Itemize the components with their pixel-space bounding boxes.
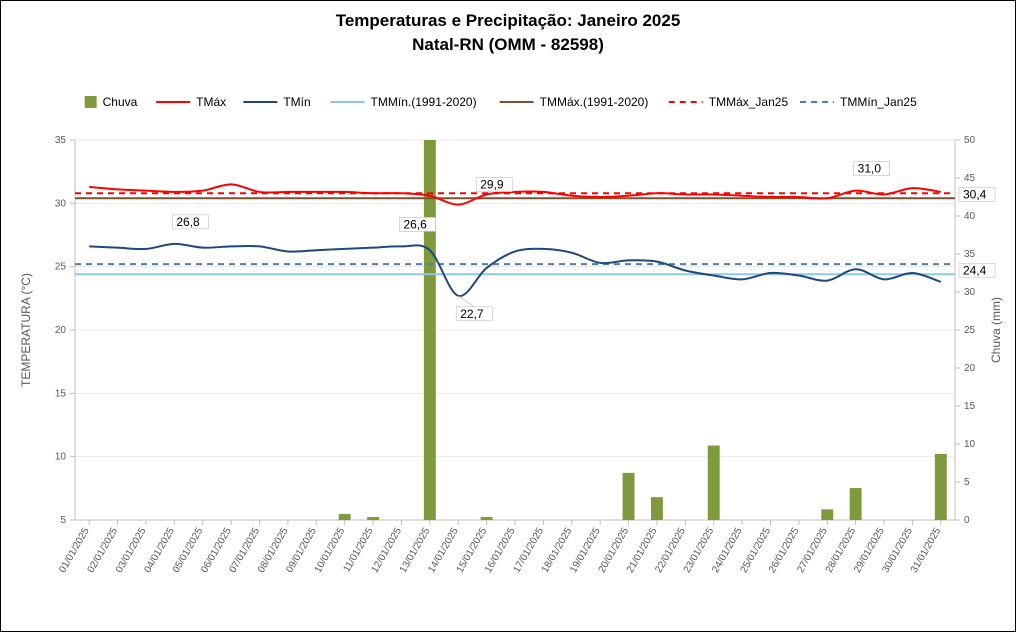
legend-item: TMín — [243, 95, 310, 109]
bar-chuva — [481, 517, 493, 520]
y-right-tick-label: 0 — [964, 515, 970, 526]
y-right-tick-label: 10 — [964, 439, 976, 450]
y-left-tick-label: 30 — [55, 198, 67, 209]
bar-chuva — [708, 446, 720, 520]
bar-chuva — [651, 497, 663, 520]
y-right-tick-label: 25 — [964, 325, 976, 336]
bar-chuva — [821, 509, 833, 520]
data-label: 24,4 — [959, 263, 995, 277]
y-right-tick-label: 50 — [964, 135, 976, 146]
legend-item: Chuva — [85, 95, 138, 109]
y-right-tick-label: 5 — [964, 477, 970, 488]
data-label: 26,6 — [399, 217, 435, 231]
y-right-tick-label: 45 — [964, 173, 976, 184]
legend-item: TMMáx.(1991-2020) — [500, 95, 649, 109]
bar-chuva — [339, 514, 351, 520]
legend: Chuva TMáx TMín TMMín.(1991-2020) TMMáx.(199… — [85, 95, 917, 109]
legend-label: TMMáx.(1991-2020) — [540, 95, 649, 109]
chart-title: Temperaturas e Precipitação: Janeiro 202… — [336, 11, 681, 30]
y-left-tick-label: 10 — [55, 452, 67, 463]
data-label: 22,7 — [456, 296, 492, 321]
data-label: 30,4 — [959, 187, 995, 201]
legend-label: Chuva — [103, 95, 138, 109]
legend-item: TMMín_Jan25 — [800, 95, 917, 109]
legend-label: TMáx — [196, 95, 226, 109]
line-tmin — [89, 244, 941, 296]
bar-chuva — [367, 517, 379, 520]
chart-subtitle: Natal-RN (OMM - 82598) — [412, 35, 604, 54]
legend-item: TMáx — [156, 95, 226, 109]
data-label-leader — [458, 296, 474, 307]
legend-label: TMMín_Jan25 — [840, 95, 917, 109]
y-left-tick-label: 5 — [60, 515, 66, 526]
y-right-tick-label: 35 — [964, 249, 976, 260]
data-label: 29,9 — [476, 178, 512, 192]
data-label-text: 29,9 — [480, 178, 504, 192]
legend-label: TMMáx_Jan25 — [709, 95, 789, 109]
bar-chuva — [850, 488, 862, 520]
legend-item: TMMáx_Jan25 — [669, 95, 789, 109]
y-left-title: TEMPERATURA (°C) — [19, 273, 33, 387]
y-right-title: Chuva (mm) — [989, 297, 1003, 363]
y-left-tick-label: 15 — [55, 388, 67, 399]
data-label-text: 30,4 — [963, 187, 987, 201]
legend-swatch-bar — [85, 96, 97, 108]
y-right-tick-label: 15 — [964, 401, 976, 412]
legend-label: TMMín.(1991-2020) — [371, 95, 477, 109]
y-right-tick-label: 40 — [964, 211, 976, 222]
y-left-tick-label: 35 — [55, 135, 67, 146]
data-label-text: 26,8 — [176, 215, 200, 229]
temperature-precip-chart: Temperaturas e Precipitação: Janeiro 202… — [0, 0, 1016, 632]
data-label-text: 26,6 — [403, 217, 427, 231]
data-label: 31,0 — [854, 162, 890, 176]
data-label-text: 22,7 — [460, 307, 484, 321]
y-right-tick-label: 20 — [964, 363, 976, 374]
y-left-tick-label: 20 — [55, 325, 67, 336]
legend-label: TMín — [283, 95, 310, 109]
data-label: 26,8 — [172, 215, 208, 229]
bar-chuva — [623, 473, 635, 520]
data-label-text: 31,0 — [858, 162, 882, 176]
line-tmax — [89, 184, 941, 204]
data-label-text: 24,4 — [963, 263, 987, 277]
legend-item: TMMín.(1991-2020) — [331, 95, 477, 109]
y-right-tick-label: 30 — [964, 287, 976, 298]
bar-chuva — [935, 454, 947, 520]
y-left-tick-label: 25 — [55, 262, 67, 273]
